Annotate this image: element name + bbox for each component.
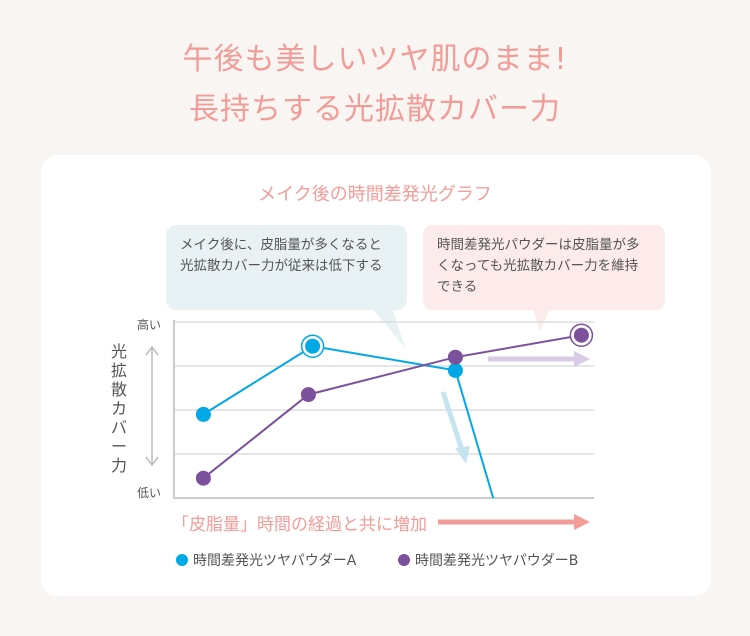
data-point-b [447, 349, 463, 365]
series-line-a [202, 345, 495, 499]
y-double-arrow [145, 345, 159, 467]
legend-item-a: 時間差発光ツヤパウダーA [176, 550, 356, 570]
data-point-a [195, 406, 211, 422]
maintain-arrow [488, 351, 590, 367]
legend-label-b: 時間差発光ツヤパウダーB [415, 553, 579, 569]
legend-dot-a-icon [176, 554, 188, 566]
legend-dot-b-icon [398, 554, 410, 566]
headline-line-2: 長持ちする光拡散カバー力 [189, 92, 561, 127]
data-point-a [447, 362, 463, 378]
data-point-a [305, 338, 321, 354]
y-tick-low: 低い [137, 486, 162, 500]
y-tick-high: 高い [137, 318, 162, 332]
callout-powder: 時間差発光パウダーは皮脂量が多くなっても光拡散カバー力を維持できる [423, 225, 665, 310]
legend-item-b: 時間差発光ツヤパウダーB [398, 550, 578, 570]
decline-arrow [440, 391, 470, 464]
data-point-b [195, 470, 211, 486]
x-axis-label: 「皮脂量」時間の経過と共に増加 [172, 515, 427, 535]
x-increase-arrow [438, 514, 590, 530]
callout-tail-2 [533, 308, 550, 332]
y-axis-label: 光拡散カバー力 [110, 342, 127, 475]
series-line-b [202, 334, 582, 479]
data-point-b [300, 387, 316, 403]
callout-tail-1 [372, 308, 405, 348]
callout-conventional: メイク後に、皮脂量が多くなると光拡散カバー力が従来は低下する [166, 225, 407, 310]
chart-title: メイク後の時間差発光グラフ [258, 184, 492, 205]
data-point-b [573, 327, 589, 343]
legend-label-a: 時間差発光ツヤパウダーA [193, 553, 357, 569]
headline-line-1: 午後も美しいツヤ肌のまま! [182, 42, 568, 77]
